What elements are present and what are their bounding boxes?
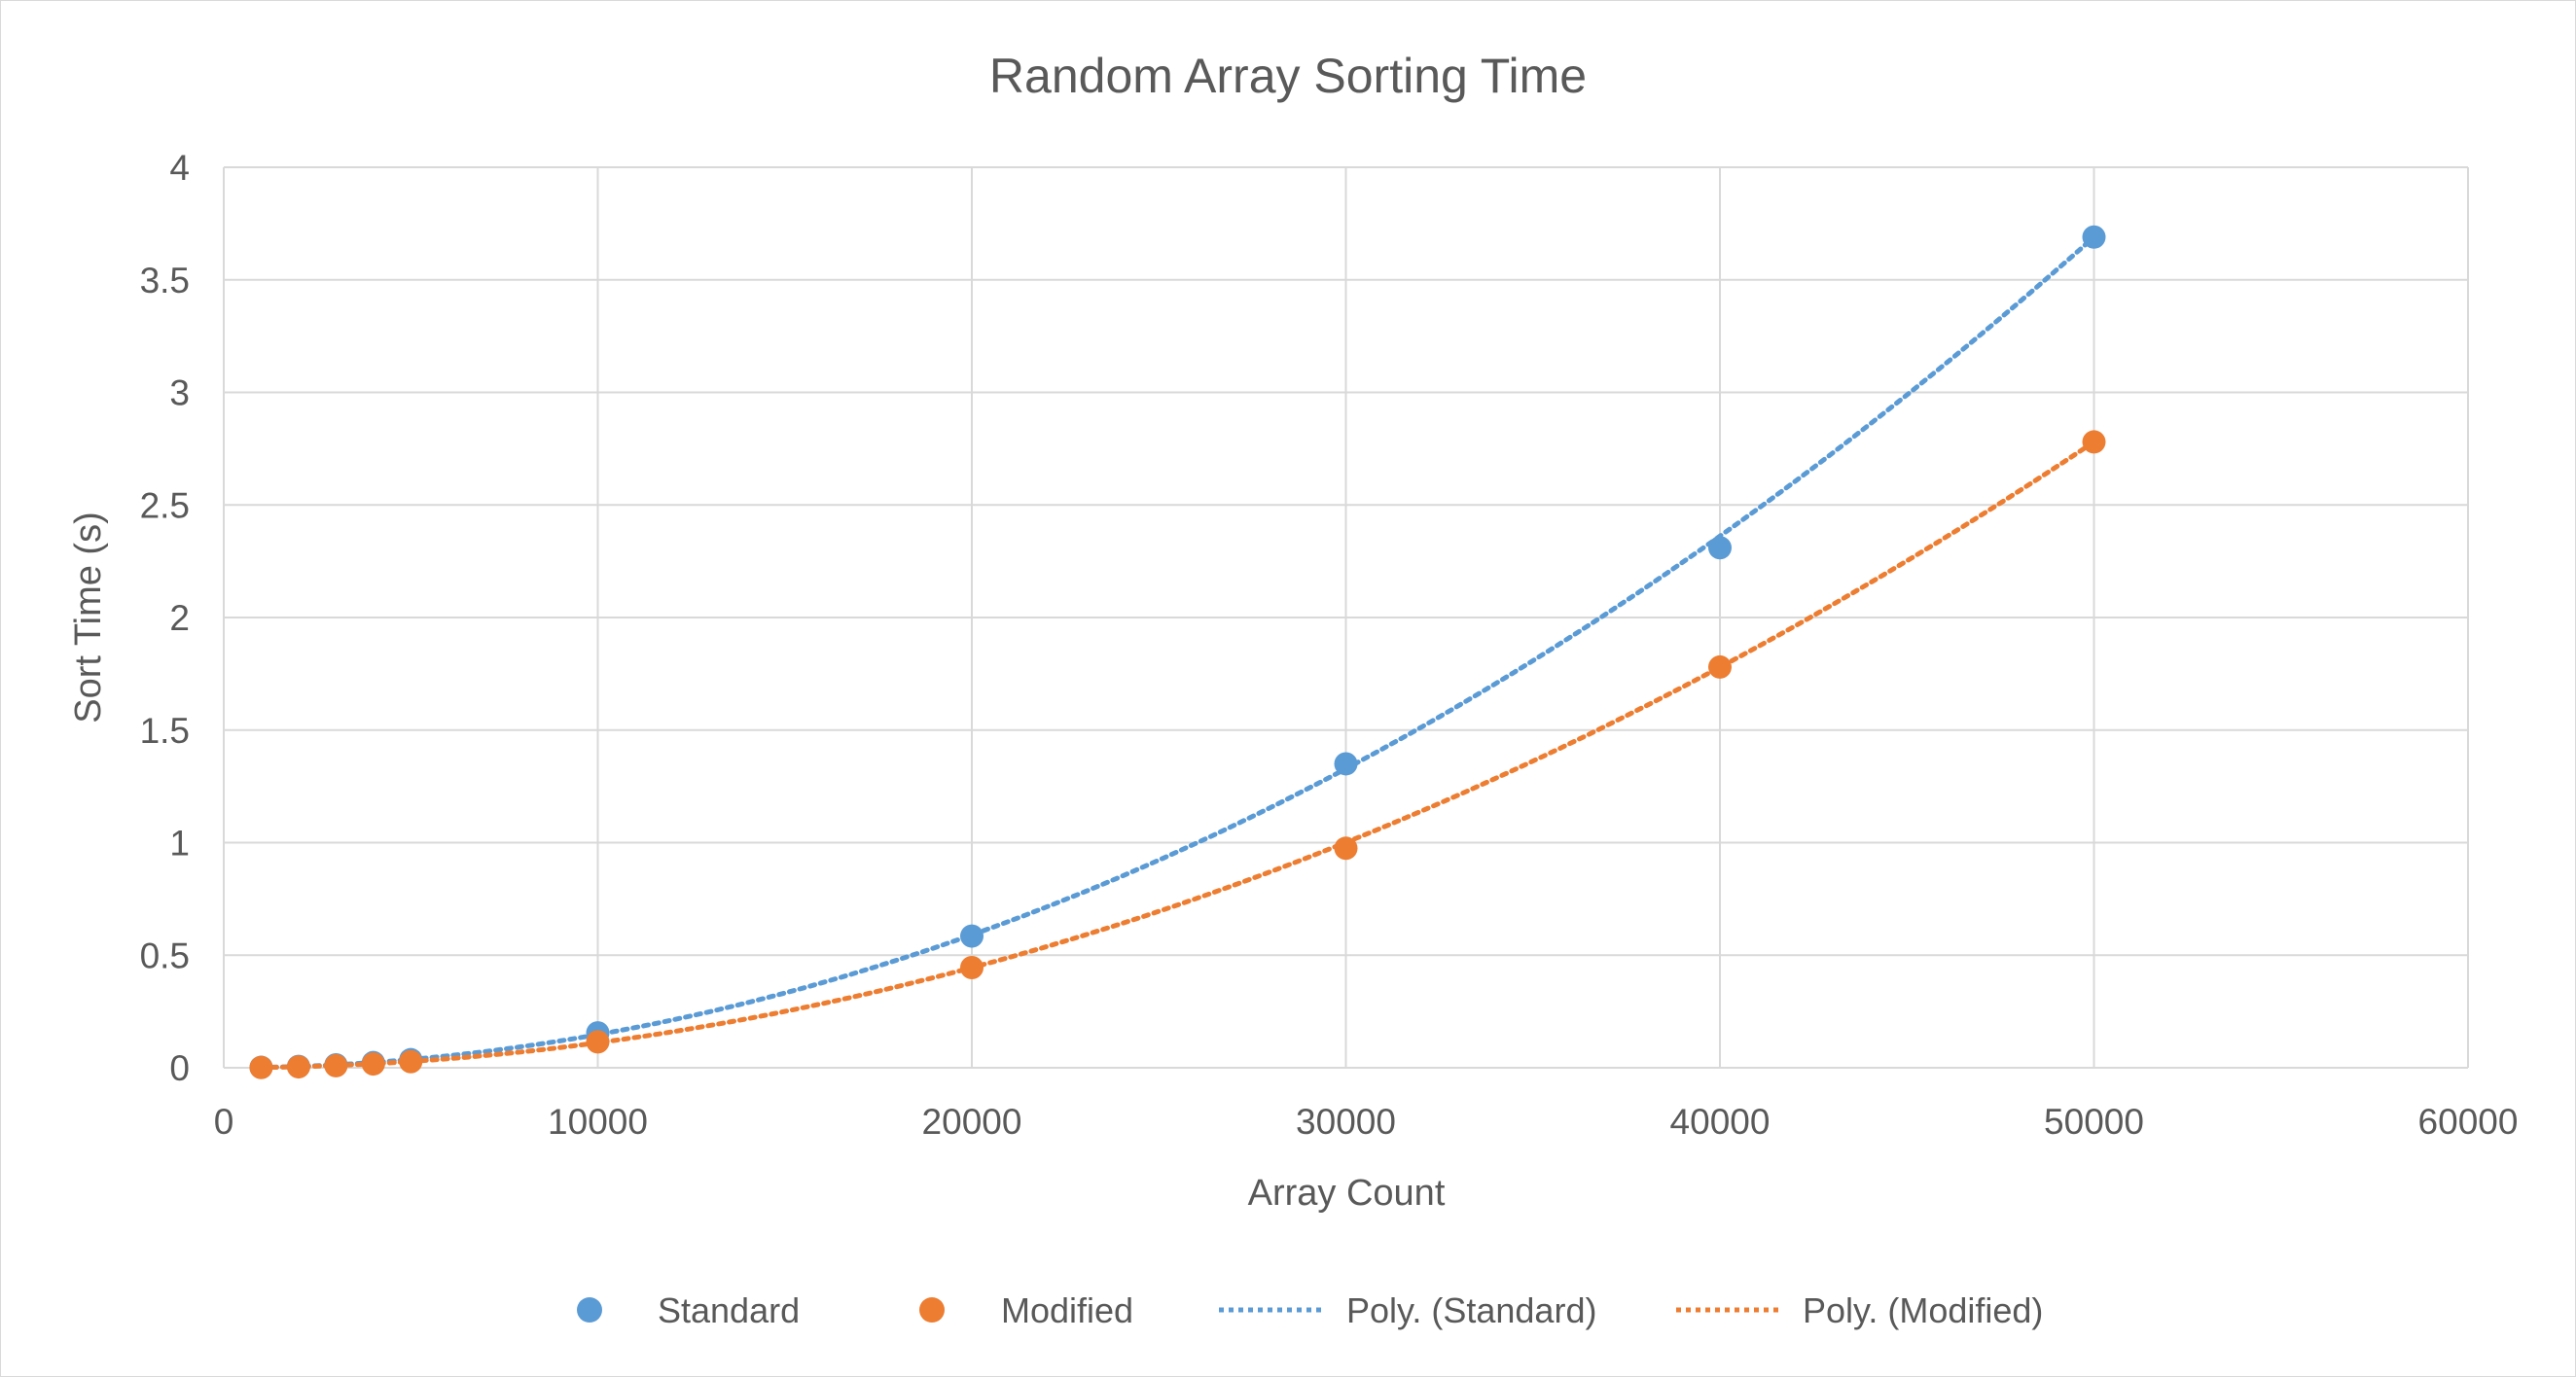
x-tick-label: 30000 <box>1296 1102 1396 1142</box>
trendline-modified <box>258 439 2096 1071</box>
trendline-standard <box>258 234 2096 1071</box>
y-tick-label: 0.5 <box>140 936 190 975</box>
y-tick-label: 3.5 <box>140 261 190 300</box>
y-axis-title: Sort Time (s) <box>68 512 109 723</box>
point-modified <box>399 1049 423 1074</box>
y-tick-label: 1 <box>169 824 190 864</box>
gridlines <box>223 166 2469 1069</box>
point-modified <box>1708 654 1732 679</box>
y-tick-label: 4 <box>169 148 190 188</box>
y-axis-ticks: 0 0.5 1 1.5 2 2.5 3 3.5 4 <box>140 148 190 1088</box>
point-modified <box>1334 836 1358 861</box>
y-tick-label: 3 <box>169 373 190 413</box>
y-tick-label: 2 <box>169 598 190 638</box>
point-modified <box>2082 430 2106 454</box>
x-axis-ticks: 0 10000 20000 30000 40000 50000 60000 <box>214 1102 2519 1142</box>
x-tick-label: 40000 <box>1670 1102 1771 1142</box>
legend: Standard Modified Poly. (Standard) Poly.… <box>577 1290 2043 1330</box>
point-modified <box>249 1055 273 1079</box>
point-standard <box>1708 536 1732 560</box>
chart-title: Random Array Sorting Time <box>989 49 1587 103</box>
y-tick-label: 0 <box>169 1048 190 1088</box>
point-modified <box>960 955 984 979</box>
x-tick-label: 10000 <box>548 1102 648 1142</box>
point-standard <box>1334 752 1358 776</box>
legend-marker-standard <box>577 1297 602 1323</box>
x-tick-label: 50000 <box>2044 1102 2144 1142</box>
point-standard <box>960 924 984 948</box>
legend-label-poly-modified: Poly. (Modified) <box>1803 1290 2043 1330</box>
x-tick-label: 60000 <box>2418 1102 2519 1142</box>
point-modified <box>286 1055 310 1079</box>
y-tick-label: 1.5 <box>140 711 190 751</box>
legend-label-poly-standard: Poly. (Standard) <box>1346 1290 1596 1330</box>
x-tick-label: 20000 <box>922 1102 1022 1142</box>
point-modified <box>586 1030 610 1054</box>
data-points <box>249 225 2106 1079</box>
point-modified <box>361 1052 385 1077</box>
point-standard <box>2082 225 2106 249</box>
x-tick-label: 0 <box>214 1102 234 1142</box>
legend-label-standard: Standard <box>658 1290 800 1330</box>
legend-label-modified: Modified <box>1001 1290 1133 1330</box>
legend-marker-modified <box>919 1297 945 1323</box>
trendlines <box>258 234 2096 1071</box>
y-tick-label: 2.5 <box>140 485 190 525</box>
x-axis-title: Array Count <box>1248 1173 1446 1214</box>
point-modified <box>324 1053 348 1077</box>
